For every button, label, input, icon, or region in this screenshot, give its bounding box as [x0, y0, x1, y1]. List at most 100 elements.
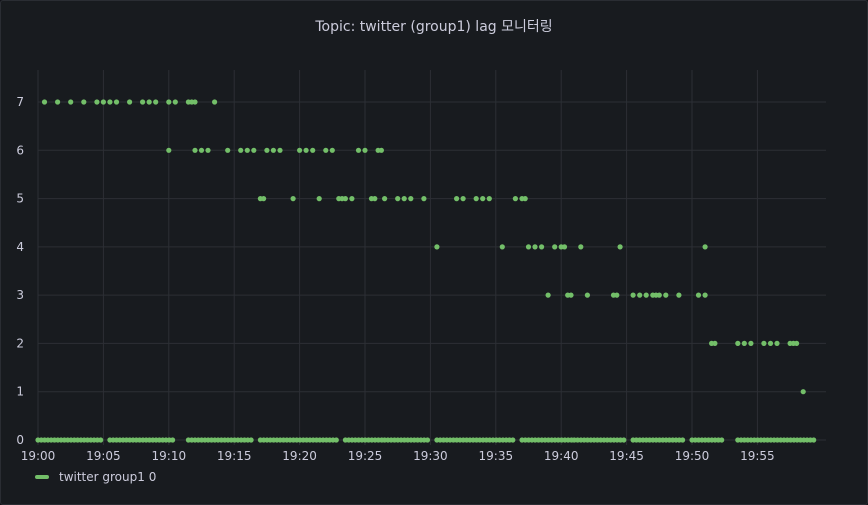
data-point [270, 147, 276, 153]
x-tick-label: 19:35 [479, 449, 514, 463]
legend[interactable]: twitter group1 0 [35, 470, 156, 484]
x-tick-label: 19:15 [217, 449, 252, 463]
data-point [676, 292, 682, 298]
x-axis-ticks: 19:00 19:05 19:10 19:15 19:20 19:25 19:30 19:35… [21, 449, 775, 463]
x-tick-label: 19:55 [740, 449, 775, 463]
data-point [68, 99, 74, 105]
data-point [735, 340, 741, 346]
data-point [81, 99, 87, 105]
data-point [277, 147, 283, 153]
y-tick-label: 7 [16, 95, 24, 109]
data-point [702, 244, 708, 250]
data-point [512, 196, 519, 202]
data-point [333, 437, 339, 443]
y-tick-label: 2 [16, 336, 24, 350]
data-point [741, 340, 747, 346]
data-point [372, 196, 378, 202]
data-point [100, 99, 106, 105]
data-point [248, 437, 254, 443]
data-point [192, 147, 198, 153]
data-point [166, 99, 172, 105]
data-point [205, 147, 211, 153]
y-tick-label: 0 [16, 433, 24, 447]
data-point [663, 292, 669, 298]
data-point [499, 244, 505, 250]
data-point [486, 196, 492, 202]
data-point [41, 99, 48, 105]
data-point [617, 244, 623, 250]
data-point [297, 147, 303, 153]
data-point [584, 292, 591, 298]
data-point [166, 147, 172, 153]
x-tick-label: 19:45 [609, 449, 644, 463]
data-point [454, 196, 460, 202]
data-point [794, 340, 800, 346]
data-point [568, 292, 574, 298]
data-point [480, 196, 486, 202]
data-point [525, 244, 532, 250]
data-point [761, 340, 767, 346]
data-point [146, 99, 152, 105]
legend-swatch [35, 475, 49, 479]
data-point [395, 196, 401, 202]
data-point [424, 437, 431, 443]
y-tick-label: 6 [16, 143, 24, 157]
legend-label: twitter group1 0 [59, 470, 157, 484]
data-point [510, 437, 516, 443]
data-point [545, 292, 551, 298]
data-point [94, 99, 100, 105]
data-point [153, 99, 159, 105]
data-point [225, 147, 231, 153]
data-point [811, 437, 817, 443]
data-point [382, 196, 388, 202]
x-tick-label: 19:10 [152, 449, 187, 463]
data-point [329, 147, 335, 153]
data-point [643, 292, 649, 298]
chart-title: Topic: twitter (group1) lag 모니터링 [315, 19, 553, 35]
data-point [303, 147, 309, 153]
data-point [238, 147, 244, 153]
x-tick-label: 19:30 [413, 449, 448, 463]
y-tick-label: 1 [16, 385, 24, 399]
data-point [107, 99, 113, 105]
data-point [264, 147, 270, 153]
data-point [522, 196, 528, 202]
data-point [127, 99, 133, 105]
data-point [342, 196, 348, 202]
data-point [323, 147, 329, 153]
data-point [355, 147, 362, 153]
x-tick-label: 19:50 [675, 449, 710, 463]
data-point [290, 196, 296, 202]
data-point [656, 292, 662, 298]
data-point [473, 196, 479, 202]
x-tick-label: 19:05 [86, 449, 121, 463]
data-point [578, 244, 584, 250]
data-point [621, 437, 627, 443]
data-point [310, 147, 316, 153]
data-point [401, 196, 407, 202]
grid-lines [37, 70, 826, 445]
data-point [261, 196, 267, 202]
data-point [552, 244, 558, 250]
data-point [702, 292, 708, 298]
data-point [434, 244, 440, 250]
data-point [539, 244, 545, 250]
data-point [712, 340, 718, 346]
data-point [637, 292, 643, 298]
data-point [349, 196, 355, 202]
data-point [362, 147, 368, 153]
data-point [408, 196, 414, 202]
data-point [98, 437, 104, 443]
x-tick-label: 19:25 [348, 449, 383, 463]
data-point [198, 147, 205, 153]
data-point [140, 99, 146, 105]
data-point [251, 147, 257, 153]
x-tick-label: 19:00 [21, 449, 56, 463]
x-tick-label: 19:20 [282, 449, 317, 463]
data-point [680, 437, 686, 443]
y-axis-ticks: 0 1 2 3 4 5 6 7 [16, 95, 24, 447]
y-tick-label: 4 [16, 240, 24, 254]
x-tick-label: 19:40 [544, 449, 579, 463]
